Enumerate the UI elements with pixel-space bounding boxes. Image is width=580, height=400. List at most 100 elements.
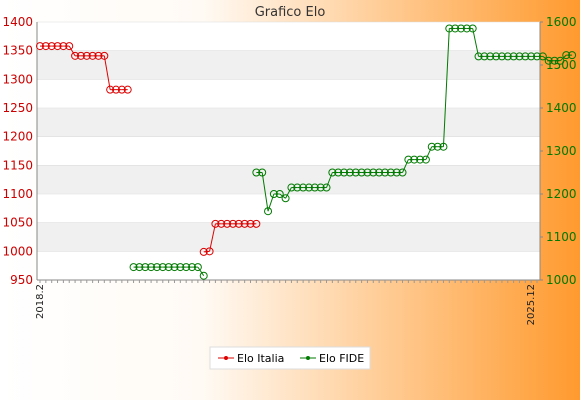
data-point-fide (304, 183, 313, 192)
data-point-fide (369, 168, 378, 177)
y-left-tick-label: 1050 (2, 216, 33, 230)
data-point-italia (223, 219, 232, 228)
data-point-fide (351, 168, 360, 177)
data-point-italia (117, 85, 126, 94)
data-point-italia (240, 219, 249, 228)
data-point-fide (375, 168, 384, 177)
x-tick-label: 2018.2 (35, 284, 46, 319)
data-point-italia (59, 42, 68, 51)
data-point-fide (456, 24, 465, 33)
data-point-fide (380, 168, 389, 177)
data-point-italia (112, 85, 121, 94)
series-line-fide (267, 193, 275, 212)
data-point-fide (533, 52, 541, 61)
data-point-fide (345, 168, 354, 177)
data-point-fide (392, 168, 401, 177)
data-point-fide (433, 142, 442, 151)
y-right-tick-label: 1000 (546, 273, 577, 287)
data-point-fide (164, 263, 173, 272)
data-point-fide (310, 183, 319, 192)
data-point-fide (410, 155, 419, 164)
data-point-italia (53, 42, 62, 51)
legend-label-fide: Elo FIDE (319, 352, 364, 365)
data-point-fide (398, 168, 407, 177)
data-point-fide (334, 168, 343, 177)
data-point-fide (538, 52, 547, 61)
series-line-fide (425, 146, 433, 160)
data-point-italia (246, 219, 255, 228)
series-line-fide (261, 172, 269, 212)
data-point-fide (486, 52, 495, 61)
series-line-fide (197, 266, 205, 276)
y-left-tick-label: 1200 (2, 130, 33, 144)
data-point-italia (71, 51, 80, 60)
data-point-fide (386, 168, 395, 177)
y-left-tick-label: 1300 (2, 72, 33, 86)
data-point-fide (188, 263, 197, 272)
data-point-fide (170, 263, 179, 272)
data-point-italia (76, 51, 85, 60)
data-point-fide (264, 207, 273, 216)
legend: Elo Italia Elo FIDE (209, 346, 371, 370)
series-line-italia (103, 55, 111, 90)
data-point-fide (568, 51, 577, 60)
y-right-tick-label: 1400 (546, 101, 577, 115)
series-line-fide (560, 54, 567, 62)
data-point-italia (106, 85, 115, 94)
data-point-italia (88, 51, 97, 60)
data-point-fide (451, 24, 460, 33)
data-point-fide (316, 183, 325, 192)
data-point-fide (299, 183, 308, 192)
data-point-italia (252, 219, 261, 228)
data-point-fide (439, 142, 448, 151)
y-left-tick-label: 1400 (2, 15, 33, 29)
data-point-fide (404, 155, 413, 164)
data-point-fide (182, 263, 191, 272)
data-point-italia (82, 51, 91, 60)
data-point-fide (269, 190, 278, 198)
data-point-fide (147, 263, 156, 272)
legend-marker-italia-dot (224, 356, 228, 360)
data-point-italia (65, 42, 74, 51)
y-right-tick-label: 1200 (546, 187, 577, 201)
data-point-fide (562, 51, 571, 60)
data-point-fide (521, 52, 530, 61)
data-point-fide (258, 168, 267, 177)
legend-box (209, 346, 371, 370)
x-tick-label: 2025.12 (526, 284, 537, 325)
data-point-fide (550, 56, 559, 65)
y-right-tick-label: 1100 (546, 230, 577, 244)
data-point-italia (36, 42, 44, 51)
data-point-fide (445, 24, 454, 33)
series-line-italia (209, 223, 216, 252)
data-point-italia (123, 85, 132, 94)
data-point-fide (281, 194, 290, 203)
data-point-fide (480, 52, 489, 61)
data-point-fide (421, 155, 430, 164)
data-point-fide (468, 24, 477, 33)
data-point-fide (199, 271, 208, 280)
data-point-fide (328, 168, 337, 177)
data-point-fide (515, 52, 524, 61)
data-point-fide (503, 52, 512, 61)
grid-band (37, 108, 540, 137)
legend-label-italia: Elo Italia (237, 352, 284, 365)
data-point-italia (205, 247, 214, 256)
data-point-fide (275, 190, 284, 198)
data-point-fide (129, 263, 138, 272)
data-point-fide (509, 52, 518, 61)
grid-band (37, 222, 540, 252)
data-point-fide (544, 56, 553, 65)
data-point-fide (141, 263, 150, 272)
data-point-fide (357, 168, 366, 177)
data-point-fide (527, 52, 536, 61)
y-left-tick-label: 950 (10, 273, 33, 287)
y-right-tick-label: 1600 (546, 15, 577, 29)
data-point-italia (41, 42, 50, 51)
data-point-fide (492, 52, 501, 61)
data-point-fide (556, 56, 565, 65)
data-point-fide (462, 24, 471, 33)
data-point-fide (363, 168, 372, 177)
data-point-italia (199, 247, 208, 256)
